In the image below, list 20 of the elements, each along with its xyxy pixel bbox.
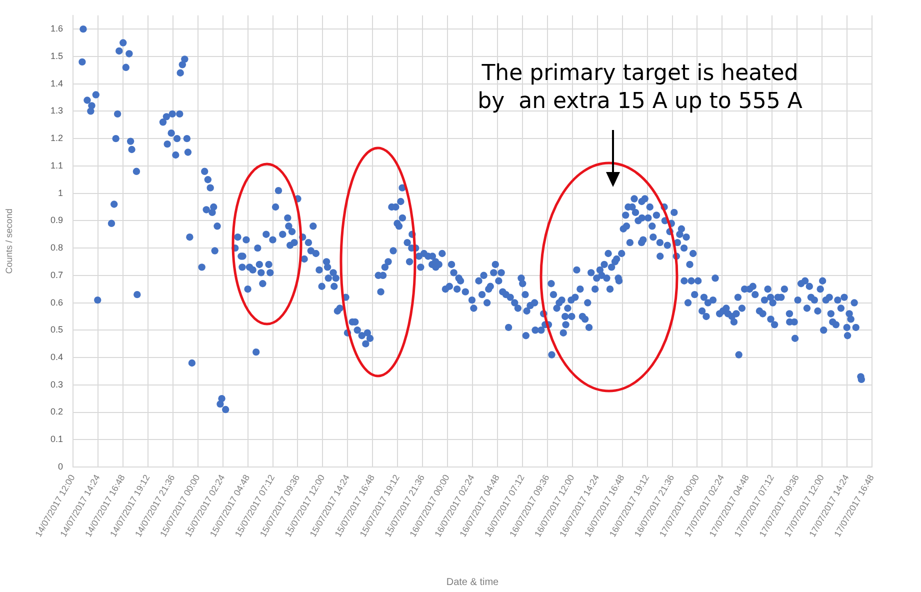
y-tick-label: 1 xyxy=(58,188,63,198)
x-axis-title: Date & time xyxy=(446,576,500,588)
y-tick-label: 1.3 xyxy=(50,106,63,116)
y-tick-label: 0.6 xyxy=(50,297,63,308)
y-tick-label: 1.2 xyxy=(50,133,63,144)
y-tick-label: 0.7 xyxy=(50,270,63,280)
y-tick-label: 0.1 xyxy=(50,434,63,444)
y-axis-title: Counts / second xyxy=(4,208,14,274)
y-tick-label: 1.4 xyxy=(50,78,63,88)
y-tick-label: 1.6 xyxy=(50,24,63,34)
y-tick-label: 0.9 xyxy=(50,215,63,226)
annotation: The primary target is heated by an extra 15 A up to 555 A xyxy=(476,60,804,116)
y-tick-label: 1.5 xyxy=(50,50,63,61)
y-tick-label: 1.1 xyxy=(50,160,63,170)
y-tick-label: 0 xyxy=(58,461,63,472)
y-tick-label: 0.3 xyxy=(50,379,63,390)
y-tick-label: 0.5 xyxy=(50,324,63,335)
y-tick-label: 0.4 xyxy=(50,352,63,362)
y-tick-label: 0.8 xyxy=(50,242,63,253)
y-tick-label: 0.2 xyxy=(50,406,63,417)
